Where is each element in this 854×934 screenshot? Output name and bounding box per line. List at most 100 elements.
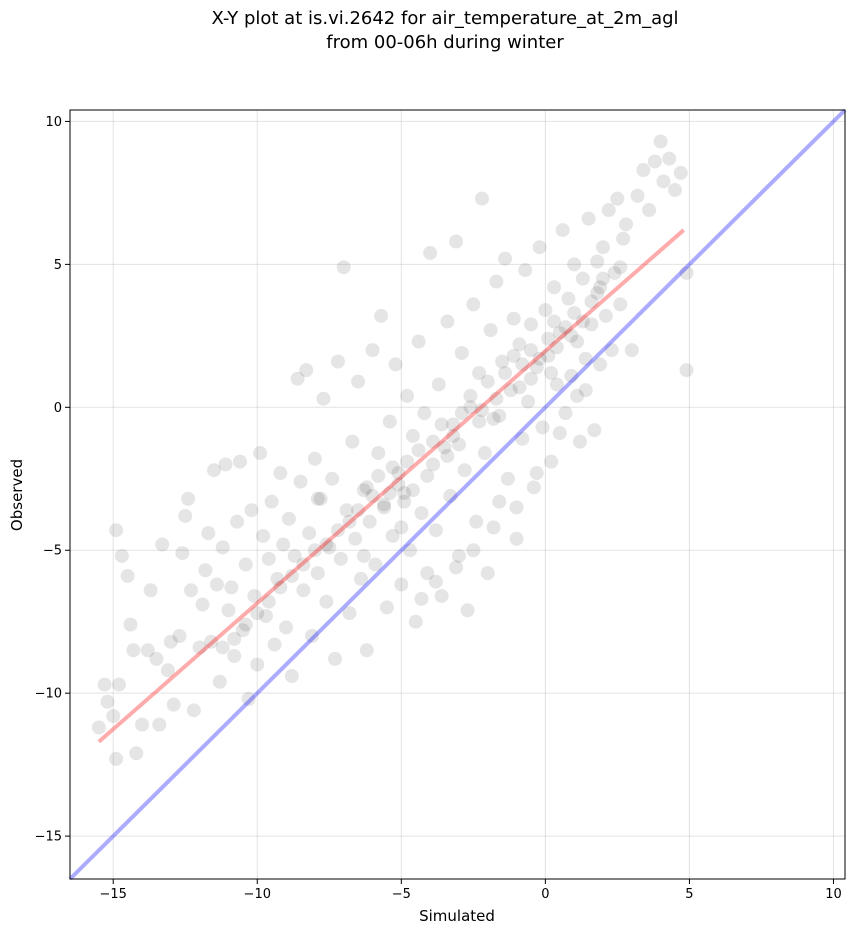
scatter-point <box>460 603 475 618</box>
scatter-point <box>155 537 170 552</box>
scatter-point <box>270 571 285 586</box>
scatter-point <box>584 294 599 309</box>
x-tick-label: 10 <box>825 887 842 902</box>
x-axis-ticks: −15 −10 −5 0 5 10 <box>99 879 842 902</box>
scatter-point <box>394 520 409 535</box>
scatter-point <box>227 649 242 664</box>
scatter-point <box>428 523 443 538</box>
scatter-point <box>328 651 343 666</box>
scatter-point <box>541 331 556 346</box>
scatter-point <box>238 617 253 632</box>
scatter-point <box>512 380 527 395</box>
scatter-point <box>446 428 461 443</box>
scatter-point <box>492 408 507 423</box>
scatter-point <box>91 720 106 735</box>
scatter-point <box>140 643 155 658</box>
scatter-point <box>486 520 501 535</box>
scatter-point <box>428 574 443 589</box>
scatter-point <box>515 431 530 446</box>
scatter-point <box>521 394 536 409</box>
scatter-point <box>250 657 265 672</box>
scatter-point <box>440 448 455 463</box>
scatter-point <box>570 334 585 349</box>
scatter-point <box>500 471 515 486</box>
scatter-point <box>356 483 371 498</box>
scatter-point <box>186 703 201 718</box>
scatter-point <box>647 154 662 169</box>
scatter-point <box>120 568 135 583</box>
scatter-point <box>316 391 331 406</box>
scatter-point <box>374 308 389 323</box>
scatter-point <box>405 428 420 443</box>
scatter-point <box>258 608 273 623</box>
x-tick-label: −10 <box>244 887 271 902</box>
scatter-point <box>440 314 455 329</box>
scatter-point <box>281 511 296 526</box>
scatter-point <box>302 526 317 541</box>
scatter-point <box>235 623 250 638</box>
scatter-point <box>616 231 631 246</box>
scatter-point <box>489 274 504 289</box>
scatter-point <box>149 651 164 666</box>
scatter-point <box>567 305 582 320</box>
scatter-point <box>604 343 619 358</box>
x-tick-label: −5 <box>392 887 411 902</box>
y-tick-label: −10 <box>35 687 62 702</box>
scatter-point <box>123 617 138 632</box>
scatter-point <box>411 334 426 349</box>
scatter-point <box>129 746 144 761</box>
scatter-point <box>624 343 639 358</box>
scatter-point <box>310 566 325 581</box>
scatter-point <box>184 583 199 598</box>
scatter-point <box>296 583 311 598</box>
scatter-point <box>552 426 567 441</box>
scatter-point <box>662 151 677 166</box>
scatter-point <box>549 340 564 355</box>
scatter-point <box>276 537 291 552</box>
scatter-point <box>342 606 357 621</box>
one-to-one-line <box>68 108 847 881</box>
scatter-point <box>345 434 360 449</box>
scatter-point <box>584 317 599 332</box>
scatter-point <box>388 357 403 372</box>
scatter-point <box>523 343 538 358</box>
scatter-point <box>420 566 435 581</box>
scatter-point <box>437 440 452 455</box>
scatter-point <box>512 337 527 352</box>
scatter-point <box>333 551 348 566</box>
scatter-point <box>305 629 320 644</box>
scatter-point <box>267 637 282 652</box>
scatter-point <box>230 514 245 529</box>
scatter-point <box>307 543 322 558</box>
scatter-point <box>114 548 129 563</box>
scatter-point <box>498 251 513 266</box>
scatter-point <box>238 557 253 572</box>
y-tick-label: 0 <box>54 401 62 416</box>
scatter-point <box>126 643 141 658</box>
scatter-point <box>175 546 190 561</box>
scatter-point <box>111 677 126 692</box>
scatter-point <box>218 457 233 472</box>
x-tick-label: 0 <box>541 887 549 902</box>
scatter-point <box>593 357 608 372</box>
scatter-point <box>385 460 400 475</box>
scatter-point <box>371 446 386 461</box>
scatter-point <box>451 437 466 452</box>
scatter-point <box>322 540 337 555</box>
scatter-point <box>572 434 587 449</box>
scatter-point <box>293 474 308 489</box>
reference-lines <box>68 108 847 881</box>
scatter-point <box>532 351 547 366</box>
scatter-point <box>261 551 276 566</box>
fit-line <box>97 228 685 744</box>
scatter-point <box>474 191 489 206</box>
scatter-point <box>135 717 150 732</box>
scatter-point <box>590 285 605 300</box>
scatter-point <box>400 454 415 469</box>
scatter-point <box>483 323 498 338</box>
x-tick-label: −15 <box>99 887 126 902</box>
scatter-point <box>668 183 683 198</box>
scatter-point <box>215 540 230 555</box>
scatter-point <box>656 174 671 189</box>
scatter-point <box>544 454 559 469</box>
